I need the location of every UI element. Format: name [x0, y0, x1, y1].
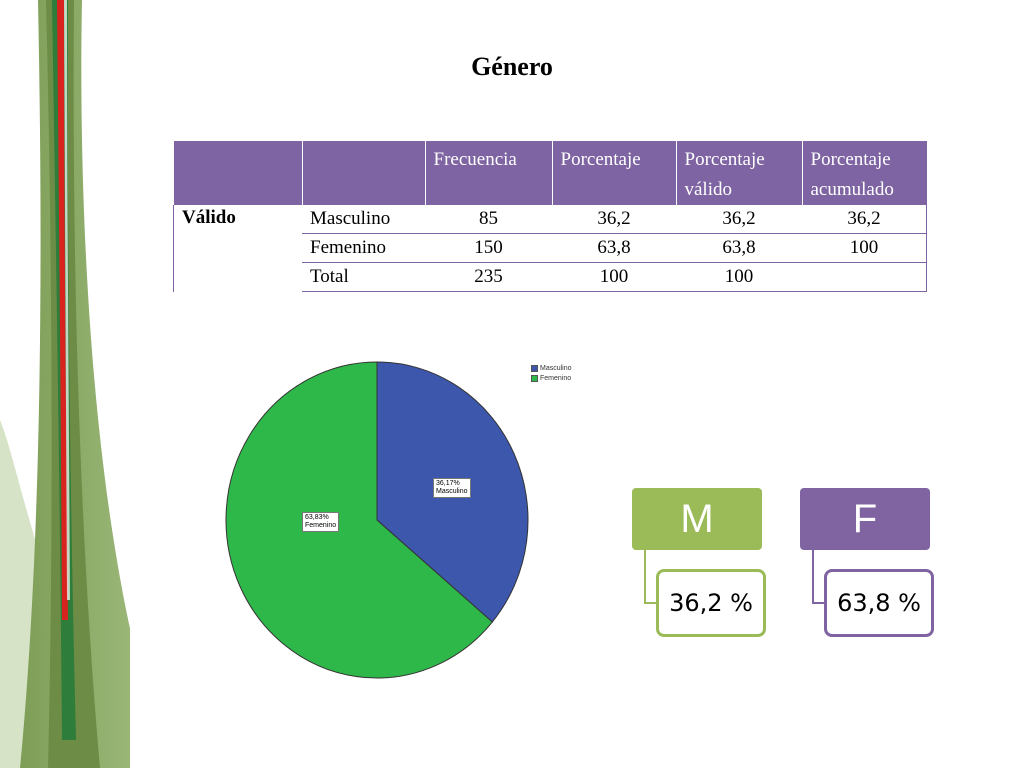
data-label-category: Masculino — [436, 488, 468, 495]
cell-porcentaje: 100 — [552, 262, 676, 292]
header-blank-2 — [302, 141, 426, 205]
header-porcentaje-acumulado: Porcentaje acumulado — [802, 141, 927, 205]
card-m-header: M — [632, 488, 762, 550]
table-row: Femenino 150 63,8 63,8 100 — [174, 233, 927, 263]
legend-item-femenino: Femenino — [531, 374, 572, 384]
frequency-table: Frecuencia Porcentaje Porcentaje válido … — [173, 141, 927, 292]
legend-swatch — [531, 374, 538, 382]
group-label: Válido — [173, 205, 302, 292]
card-f-value: 63,8 % — [824, 569, 934, 637]
header-porcentaje-valido: Porcentaje válido — [676, 141, 803, 205]
cell-valido: 100 — [676, 262, 802, 292]
card-m-connector — [644, 550, 660, 604]
cell-porcentaje: 63,8 — [552, 233, 676, 263]
header-porcentaje: Porcentaje — [552, 141, 677, 205]
legend-label: Femenino — [540, 375, 572, 382]
row-label: Femenino — [302, 233, 425, 263]
header-blank-1 — [173, 141, 303, 205]
data-label-category: Femenino — [305, 522, 337, 529]
decorative-stripes — [0, 0, 130, 768]
card-f-connector — [812, 550, 828, 604]
legend-item-masculino: Masculino — [531, 364, 572, 374]
pie-chart — [225, 361, 529, 679]
cell-acumulado: 36,2 — [802, 205, 927, 234]
card-m-value: 36,2 % — [656, 569, 766, 637]
cell-porcentaje: 36,2 — [552, 205, 676, 234]
cell-valido: 36,2 — [676, 205, 802, 234]
card-f-header: F — [800, 488, 930, 550]
cell-frecuencia: 85 — [425, 205, 552, 234]
pie-data-label-masculino: 36,17% Masculino — [433, 478, 471, 498]
table-row: Válido Masculino 85 36,2 36,2 36,2 — [173, 205, 927, 292]
chart-title: Género — [471, 52, 553, 81]
cell-acumulado — [802, 262, 927, 292]
data-label-percent: 63,83% — [305, 514, 329, 521]
row-label: Total — [302, 262, 425, 292]
legend-label: Masculino — [540, 365, 572, 372]
pie-slice-femenino — [225, 361, 494, 679]
legend-swatch — [531, 364, 538, 372]
row-label: Masculino — [302, 205, 425, 234]
cell-frecuencia: 235 — [425, 262, 552, 292]
table-row: Total 235 100 100 — [174, 262, 927, 292]
table-header-row: Frecuencia Porcentaje Porcentaje válido … — [173, 141, 927, 205]
pie-legend: Masculino Femenino — [531, 364, 572, 384]
data-label-percent: 36,17% — [436, 480, 460, 487]
cell-frecuencia: 150 — [425, 233, 552, 263]
cell-valido: 63,8 — [676, 233, 802, 263]
header-frecuencia: Frecuencia — [425, 141, 553, 205]
pie-data-label-femenino: 63,83% Femenino — [302, 512, 340, 532]
cell-acumulado: 100 — [802, 233, 927, 263]
